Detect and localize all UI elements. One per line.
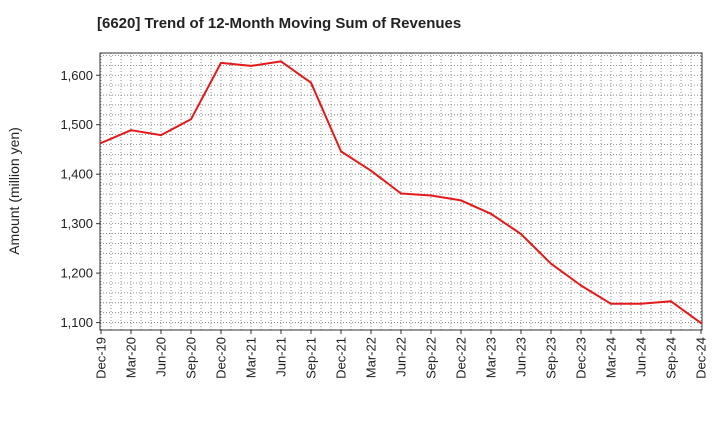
data-point xyxy=(550,262,552,265)
data-point xyxy=(610,302,612,305)
x-tick-label: Dec-21 xyxy=(334,337,349,379)
x-tick-label: Jun-20 xyxy=(154,337,169,377)
data-point xyxy=(670,300,672,303)
y-tick-label: 1,500 xyxy=(60,117,93,132)
x-tick-label: Dec-20 xyxy=(214,337,229,379)
data-point xyxy=(520,233,522,236)
x-tick-label: Sep-24 xyxy=(664,337,679,379)
y-tick-label: 1,200 xyxy=(60,266,93,281)
x-axis: Dec-19 Mar-20 Jun-20 Sep-20 Dec-20 Mar-21 Jun-… xyxy=(94,330,709,379)
data-point xyxy=(160,134,162,137)
vertical-gridlines xyxy=(100,53,702,330)
x-tick-label: Mar-21 xyxy=(244,337,259,378)
x-tick-label: Jun-23 xyxy=(514,337,529,377)
data-point xyxy=(130,129,132,132)
data-point xyxy=(370,169,372,172)
y-tick-label: 1,600 xyxy=(60,68,93,83)
data-point xyxy=(400,192,402,195)
data-point xyxy=(100,142,102,145)
x-tick-label: Dec-22 xyxy=(454,337,469,379)
data-point xyxy=(460,199,462,202)
data-point xyxy=(490,212,492,215)
data-point xyxy=(250,64,252,67)
x-tick-label: Jun-24 xyxy=(634,337,649,377)
x-tick-label: Dec-23 xyxy=(574,337,589,379)
data-point xyxy=(640,302,642,305)
y-tick-label: 1,100 xyxy=(60,315,93,330)
y-tick-label: 1,400 xyxy=(60,167,93,182)
y-tick-label: 1,300 xyxy=(60,216,93,231)
x-tick-label: Sep-22 xyxy=(424,337,439,379)
x-tick-label: Jun-21 xyxy=(274,337,289,377)
data-point xyxy=(340,150,342,153)
x-tick-label: Sep-21 xyxy=(304,337,319,379)
x-tick-label: Mar-23 xyxy=(484,337,499,378)
data-point xyxy=(580,284,582,287)
chart-title: [6620] Trend of 12-Month Moving Sum of R… xyxy=(97,15,462,32)
x-tick-label: Dec-19 xyxy=(94,337,109,379)
x-tick-label: Mar-20 xyxy=(124,337,139,378)
x-tick-label: Sep-23 xyxy=(544,337,559,379)
series-group xyxy=(100,60,702,325)
y-axis: 1,100 1,200 1,300 1,400 1,500 1,600 xyxy=(60,68,100,330)
data-point xyxy=(220,61,222,64)
x-tick-label: Mar-24 xyxy=(604,337,619,378)
data-point xyxy=(430,194,432,197)
data-point xyxy=(190,118,192,121)
data-point xyxy=(280,60,282,63)
data-point xyxy=(700,322,702,325)
y-axis-title: Amount (million yen) xyxy=(6,127,22,255)
x-tick-label: Dec-24 xyxy=(694,337,709,379)
x-tick-label: Mar-22 xyxy=(364,337,379,378)
data-point xyxy=(310,81,312,84)
x-tick-label: Sep-20 xyxy=(184,337,199,379)
x-tick-label: Jun-22 xyxy=(394,337,409,377)
horizontal-gridlines xyxy=(100,55,702,323)
